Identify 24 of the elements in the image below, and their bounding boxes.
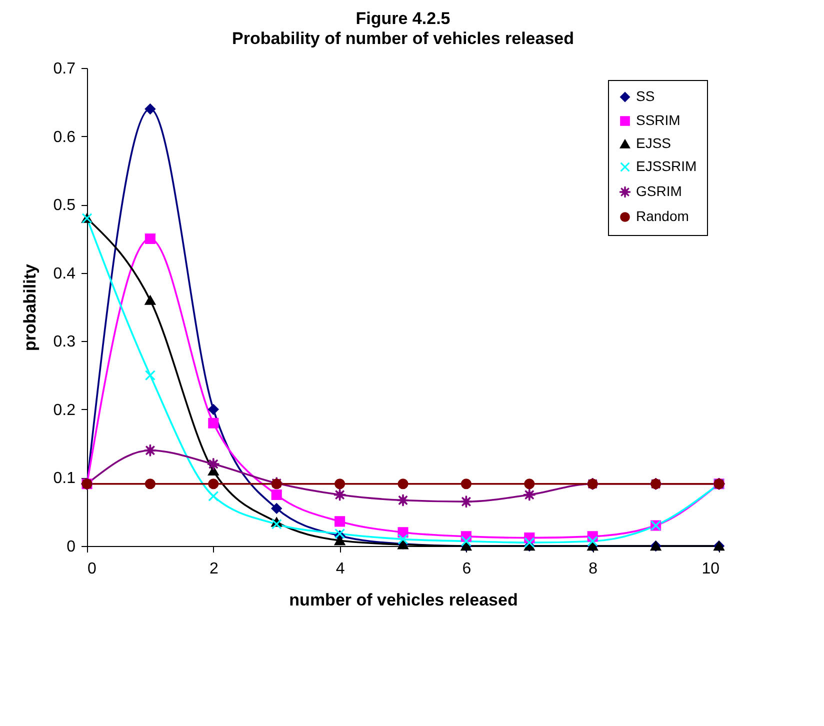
- x-tick-label: 4: [336, 560, 345, 578]
- legend-label: Random: [636, 208, 689, 224]
- legend-label: SSRIM: [636, 112, 680, 128]
- y-axis-title: probability: [20, 264, 40, 351]
- x-tick-label: 10: [702, 560, 720, 578]
- x-tick-label: 0: [88, 560, 96, 578]
- chart-subtitle: Probability of number of vehicles released: [232, 29, 574, 48]
- legend-label: SS: [636, 88, 655, 104]
- x-tick-label: 6: [462, 560, 472, 578]
- y-tick-label: 0.4: [53, 265, 76, 282]
- legend-label: GSRIM: [636, 183, 682, 199]
- y-tick-label: 0.6: [53, 128, 76, 146]
- chart-title: Figure 4.2.5: [356, 9, 450, 28]
- legend-label: EJSS: [636, 135, 672, 151]
- y-tick-label: 0.3: [53, 334, 76, 351]
- y-tick-label: 0.7: [53, 60, 76, 78]
- y-tick-label: 0.2: [53, 402, 76, 419]
- x-tick-label: 2: [209, 560, 218, 578]
- legend-label: EJSSRIM: [636, 158, 697, 174]
- y-tick-label: 0: [66, 538, 76, 556]
- x-tick-label: 8: [588, 560, 598, 578]
- y-tick-label: 0.5: [53, 197, 76, 214]
- x-axis-title: number of vehicles released: [289, 590, 518, 610]
- y-tick-label: 0.1: [53, 470, 76, 488]
